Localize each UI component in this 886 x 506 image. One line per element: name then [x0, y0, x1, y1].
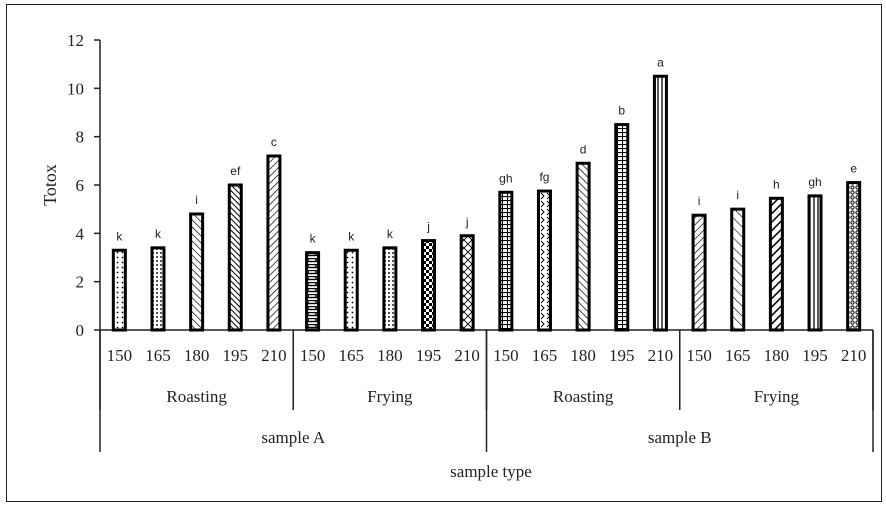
- x-tick-label-temperature: 165: [532, 346, 558, 365]
- bar: [614, 123, 630, 332]
- bar-significance-label: gh: [808, 175, 821, 189]
- x-tick-label-temperature: 180: [184, 346, 210, 365]
- bar: [498, 190, 514, 332]
- bar-significance-label: gh: [499, 171, 512, 185]
- method-group-label: Roasting: [166, 387, 227, 406]
- bar: [150, 246, 166, 332]
- x-axis-label: sample type: [450, 462, 532, 481]
- bar: [421, 239, 437, 332]
- bar: [111, 248, 127, 332]
- y-tick-label: 10: [67, 79, 84, 98]
- x-tick-label-temperature: 150: [493, 346, 519, 365]
- x-tick-label-temperature: 165: [145, 346, 171, 365]
- bar-significance-label: fg: [539, 170, 549, 184]
- method-group-label: Frying: [367, 387, 413, 406]
- bar: [768, 196, 784, 332]
- bar-significance-label: i: [195, 193, 198, 207]
- bar: [652, 74, 668, 332]
- bar-significance-label: j: [426, 220, 430, 234]
- y-tick-label: 8: [76, 128, 85, 147]
- sample-group-label: sample B: [648, 428, 712, 447]
- method-group-label: Frying: [754, 387, 800, 406]
- bar: [691, 213, 707, 332]
- y-tick-label: 0: [76, 321, 85, 340]
- bar-significance-label: j: [465, 215, 469, 229]
- bar-significance-label: c: [271, 135, 277, 149]
- x-tick-label-temperature: 210: [648, 346, 674, 365]
- x-tick-label-temperature: 195: [802, 346, 828, 365]
- bar-significance-label: k: [348, 229, 355, 243]
- x-tick-label-temperature: 195: [416, 346, 442, 365]
- x-tick-label-temperature: 150: [107, 346, 133, 365]
- bar-significance-label: i: [698, 194, 701, 208]
- x-tick-label-temperature: 150: [686, 346, 712, 365]
- x-tick-label-temperature: 195: [609, 346, 635, 365]
- bar: [536, 189, 552, 332]
- y-axis-label: Totox: [40, 164, 60, 206]
- x-tick-label-temperature: 150: [300, 346, 326, 365]
- method-group-label: Roasting: [553, 387, 614, 406]
- x-tick-label-temperature: 195: [223, 346, 249, 365]
- x-tick-label-temperature: 180: [570, 346, 596, 365]
- y-tick-label: 4: [76, 224, 85, 243]
- bar-significance-label: k: [155, 227, 162, 241]
- bar: [730, 207, 746, 332]
- bar: [807, 194, 823, 332]
- y-tick-label: 12: [67, 31, 84, 50]
- bar-significance-label: k: [310, 232, 317, 246]
- y-tick-label: 2: [76, 273, 85, 292]
- bar: [305, 251, 321, 332]
- bar-significance-label: b: [618, 104, 625, 118]
- bar: [846, 181, 862, 332]
- bar-significance-label: a: [657, 55, 664, 69]
- x-tick-label-temperature: 210: [261, 346, 287, 365]
- y-tick-label: 6: [76, 176, 85, 195]
- bars: k k i ef c k k k j j gh fg d b a i i h gh e: [111, 55, 862, 332]
- bar-significance-label: e: [850, 162, 857, 176]
- bar-significance-label: h: [773, 177, 780, 191]
- x-tick-label-temperature: 210: [454, 346, 480, 365]
- bar-significance-label: ef: [230, 164, 241, 178]
- bar: [266, 154, 282, 332]
- x-labels: 150 165 180 195 210 150 165 180 195 210 150 165 180 1…: [99, 330, 874, 452]
- bar-significance-label: k: [116, 229, 123, 243]
- x-tick-label-temperature: 210: [841, 346, 867, 365]
- bar: [343, 248, 359, 332]
- bar: [189, 212, 205, 332]
- sample-group-label: sample A: [261, 428, 325, 447]
- bar-significance-label: k: [387, 227, 394, 241]
- bar-significance-label: d: [580, 142, 587, 156]
- bar: [382, 246, 398, 332]
- bar: [227, 183, 243, 332]
- x-tick-label-temperature: 165: [725, 346, 751, 365]
- x-tick-label-temperature: 180: [764, 346, 790, 365]
- bar: [575, 161, 591, 332]
- y-ticks: 0 2 4 6 8 10 12: [67, 31, 100, 340]
- x-tick-label-temperature: 180: [377, 346, 403, 365]
- x-tick-label-temperature: 165: [338, 346, 364, 365]
- bar-significance-label: i: [736, 188, 739, 202]
- bar: [459, 234, 475, 332]
